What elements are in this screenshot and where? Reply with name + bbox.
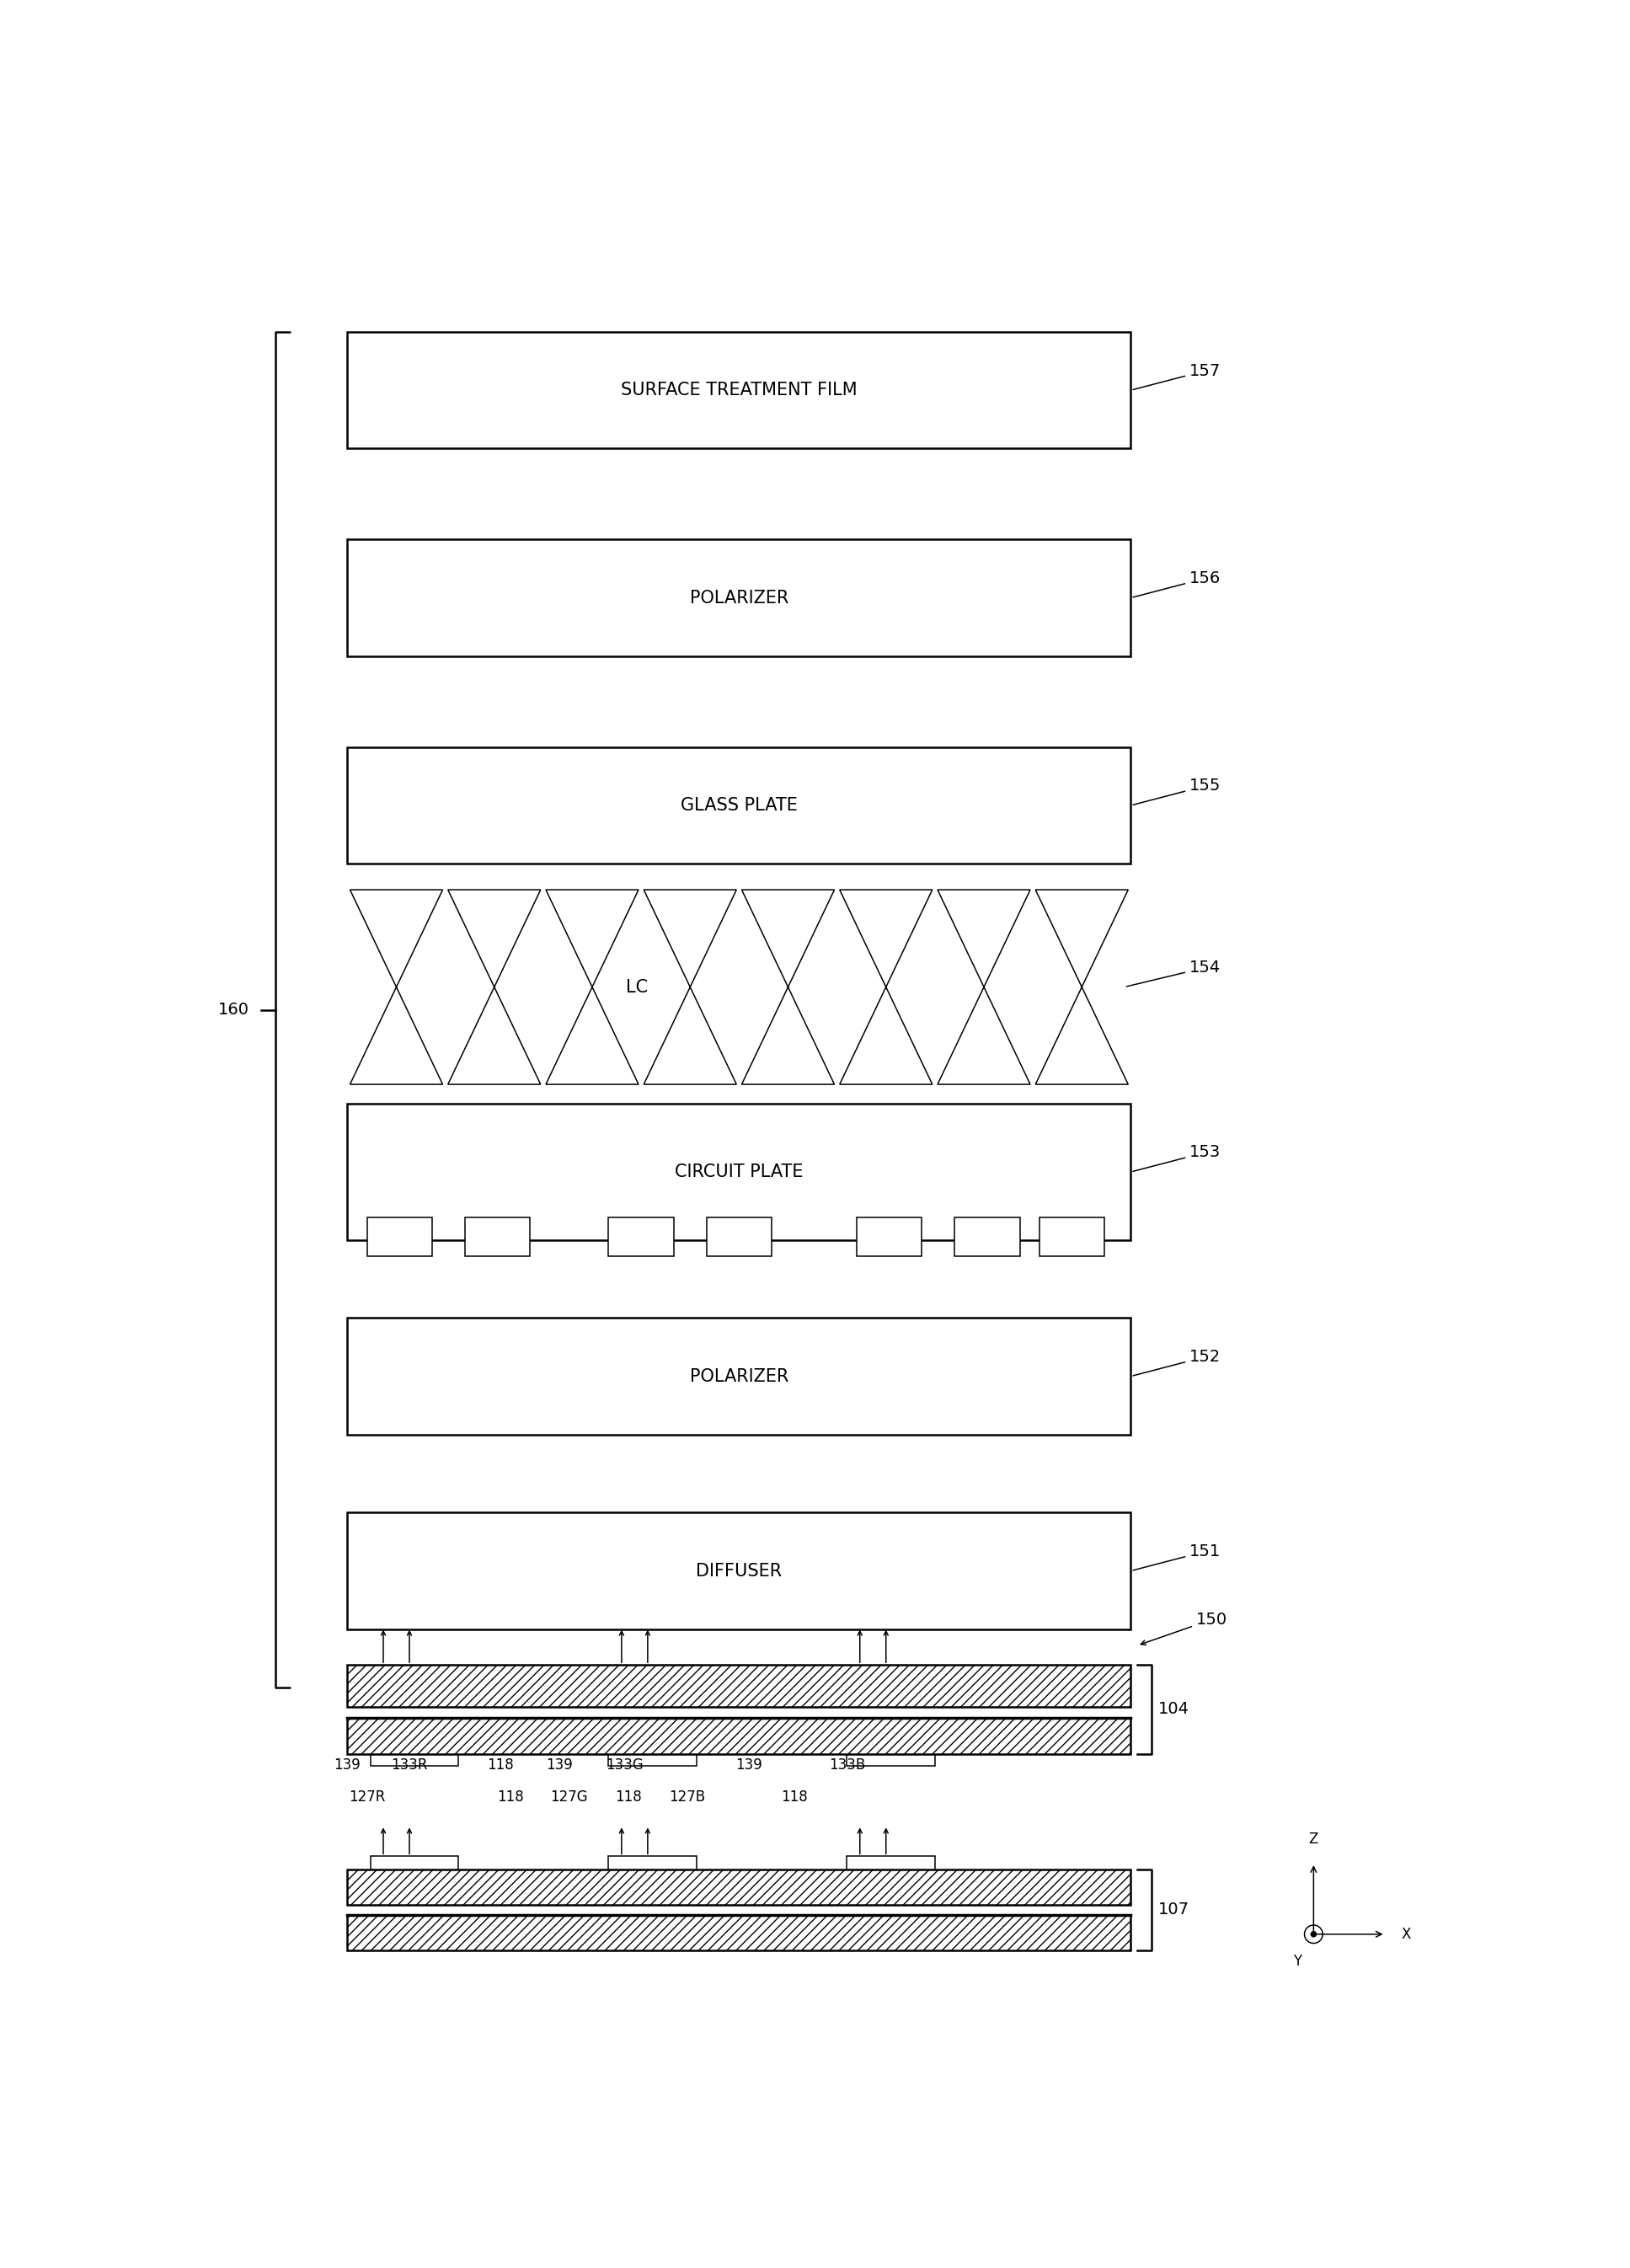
Text: SURFACE TREATMENT FILM: SURFACE TREATMENT FILM — [621, 381, 857, 399]
Bar — [347, 1914, 1131, 1950]
Text: LC: LC — [626, 978, 649, 996]
Bar — [608, 1755, 696, 1765]
Text: 133B: 133B — [828, 1758, 866, 1771]
Text: 157: 157 — [1133, 363, 1221, 390]
Text: DIFFUSER: DIFFUSER — [696, 1563, 782, 1579]
Bar — [347, 746, 1131, 864]
Bar — [1040, 1218, 1105, 1256]
Text: 107: 107 — [1159, 1903, 1190, 1919]
Text: POLARIZER: POLARIZER — [689, 590, 789, 606]
Bar — [608, 1855, 696, 1869]
Text: 118: 118 — [497, 1789, 523, 1805]
Bar — [370, 1855, 458, 1869]
Text: 156: 156 — [1133, 569, 1221, 596]
Text: X: X — [1402, 1926, 1412, 1941]
Text: CIRCUIT PLATE: CIRCUIT PLATE — [675, 1163, 804, 1179]
Bar — [347, 1318, 1131, 1436]
Text: 152: 152 — [1133, 1349, 1221, 1377]
Text: 153: 153 — [1133, 1145, 1221, 1170]
Bar — [347, 1513, 1131, 1628]
Bar — [347, 1105, 1131, 1241]
Text: 160: 160 — [218, 1002, 249, 1018]
Bar — [955, 1218, 1020, 1256]
Circle shape — [1311, 1932, 1315, 1937]
Bar — [465, 1218, 530, 1256]
Text: Z: Z — [1309, 1833, 1319, 1846]
Text: POLARIZER: POLARIZER — [689, 1368, 789, 1386]
Text: 139: 139 — [546, 1758, 572, 1771]
Bar — [848, 1755, 936, 1765]
Text: 139: 139 — [334, 1758, 360, 1771]
Bar — [857, 1218, 923, 1256]
Bar — [347, 540, 1131, 655]
Text: GLASS PLATE: GLASS PLATE — [681, 796, 797, 814]
Text: 133R: 133R — [391, 1758, 427, 1771]
Text: 151: 151 — [1133, 1545, 1221, 1569]
Text: 127G: 127G — [551, 1789, 588, 1805]
Text: 139: 139 — [735, 1758, 763, 1771]
Bar — [608, 1218, 673, 1256]
Text: 104: 104 — [1159, 1701, 1190, 1717]
Text: 150: 150 — [1141, 1613, 1227, 1644]
Bar — [367, 1218, 432, 1256]
Text: 127R: 127R — [349, 1789, 385, 1805]
Text: 118: 118 — [487, 1758, 513, 1771]
Text: 133G: 133G — [606, 1758, 644, 1771]
Bar — [706, 1218, 771, 1256]
Text: 154: 154 — [1126, 959, 1221, 987]
Bar — [848, 1855, 936, 1869]
Bar — [347, 1869, 1131, 1905]
Text: 118: 118 — [615, 1789, 642, 1805]
Bar — [347, 1719, 1131, 1753]
Text: 118: 118 — [781, 1789, 808, 1805]
Text: 155: 155 — [1133, 778, 1221, 805]
Text: 127B: 127B — [668, 1789, 706, 1805]
Bar — [347, 1665, 1131, 1708]
Bar — [370, 1755, 458, 1765]
Text: Y: Y — [1293, 1953, 1301, 1969]
Bar — [347, 331, 1131, 449]
